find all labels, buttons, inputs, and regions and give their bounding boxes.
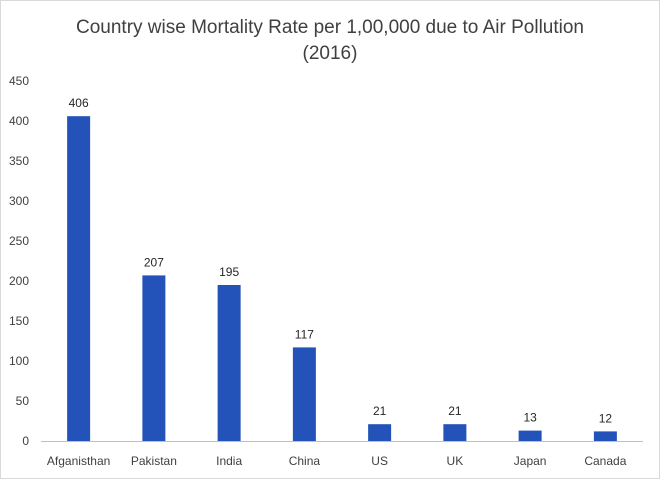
category-label: Japan (514, 454, 547, 468)
category-label: UK (447, 454, 464, 468)
y-tick-label: 200 (9, 274, 29, 288)
y-tick-label: 350 (9, 154, 29, 168)
y-tick-label: 100 (9, 354, 29, 368)
data-label: 207 (144, 255, 164, 269)
y-tick-label: 150 (9, 314, 29, 328)
category-label: India (216, 454, 242, 468)
bar-uk (443, 424, 467, 441)
data-label: 406 (69, 96, 89, 110)
data-label: 117 (295, 327, 314, 341)
bar-canada (593, 431, 617, 441)
chart-title: Country wise Mortality Rate per 1,00,000… (76, 17, 584, 38)
bar-india (217, 285, 241, 441)
y-tick-label: 300 (9, 194, 29, 208)
category-label: Canada (584, 454, 626, 468)
y-tick-label: 50 (16, 394, 30, 408)
category-label: US (371, 454, 388, 468)
y-tick-label: 250 (9, 234, 29, 248)
category-label: Afganisthan (47, 454, 110, 468)
y-tick-label: 400 (9, 114, 29, 128)
bar-pakistan (142, 275, 166, 441)
bar-china (292, 347, 316, 441)
category-label: China (289, 454, 321, 468)
category-label: Pakistan (131, 454, 177, 468)
data-label: 12 (599, 411, 613, 425)
y-tick-label: 450 (9, 74, 29, 88)
y-tick-label: 0 (22, 434, 29, 448)
bar-afganisthan (67, 116, 91, 441)
bar-us (368, 424, 392, 441)
chart-subtitle: (2016) (303, 43, 358, 64)
data-label: 13 (523, 411, 537, 425)
bar-japan (518, 430, 542, 441)
data-label: 195 (219, 265, 239, 279)
data-label: 21 (448, 404, 462, 418)
data-label: 21 (373, 404, 387, 418)
